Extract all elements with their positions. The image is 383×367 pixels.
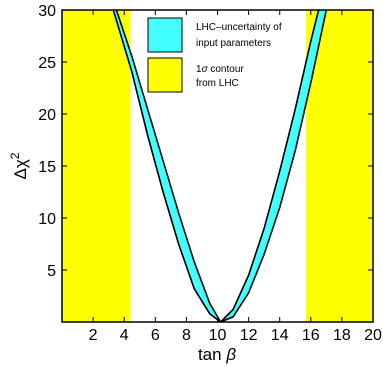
y-axis-title-sup: 2 xyxy=(8,152,22,159)
y-tick-label-5: 5 xyxy=(47,263,56,280)
y-axis-title: Δχ2 xyxy=(8,152,30,179)
x-tick-label-6: 6 xyxy=(151,327,160,344)
legend-label-sigma-line1: 1σ contour xyxy=(196,64,244,75)
x-tick-label-16: 16 xyxy=(302,327,320,344)
uncertainty-band xyxy=(113,10,327,322)
legend-label-sigma-line2: from LHC xyxy=(196,78,239,89)
sigma-region-right xyxy=(306,10,373,322)
y-tick-label-25: 25 xyxy=(38,55,56,72)
y-tick-label-20: 20 xyxy=(38,107,56,124)
x-axis-title-symbol: β xyxy=(225,345,236,364)
y-axis-title-text: Δχ xyxy=(11,159,30,179)
x-tick-label-18: 18 xyxy=(333,327,351,344)
band-lower-edge xyxy=(115,10,328,322)
legend-sigma-suffix: contour xyxy=(208,64,245,75)
x-tick-label-10: 10 xyxy=(209,327,227,344)
x-tick-label-12: 12 xyxy=(240,327,258,344)
sigma-region-left xyxy=(62,10,131,322)
y-tick-label-15: 15 xyxy=(38,159,56,176)
x-tick-label-14: 14 xyxy=(271,327,289,344)
legend-label-band-line2: input parameters xyxy=(196,38,271,49)
legend: LHC–uncertainty of input parameters 1σ c… xyxy=(147,17,282,93)
plot-frame xyxy=(61,9,374,323)
x-tick-label-4: 4 xyxy=(120,327,129,344)
y-tick-label-30: 30 xyxy=(38,3,56,20)
legend-sigma-prefix: 1 xyxy=(196,64,202,75)
legend-swatch-band xyxy=(147,17,183,53)
legend-swatch-sigma xyxy=(147,57,183,93)
x-tick-label-20: 20 xyxy=(364,327,382,344)
x-axis-title-text: tan xyxy=(198,345,222,364)
band-upper-edge xyxy=(112,10,320,322)
x-tick-label-2: 2 xyxy=(89,327,98,344)
y-tick-label-10: 10 xyxy=(38,211,56,228)
x-axis-title: tan β xyxy=(198,345,236,364)
legend-sigma-symbol: σ xyxy=(202,64,209,75)
x-tick-label-8: 8 xyxy=(182,327,191,344)
legend-label-band-line1: LHC–uncertainty of xyxy=(196,22,282,33)
